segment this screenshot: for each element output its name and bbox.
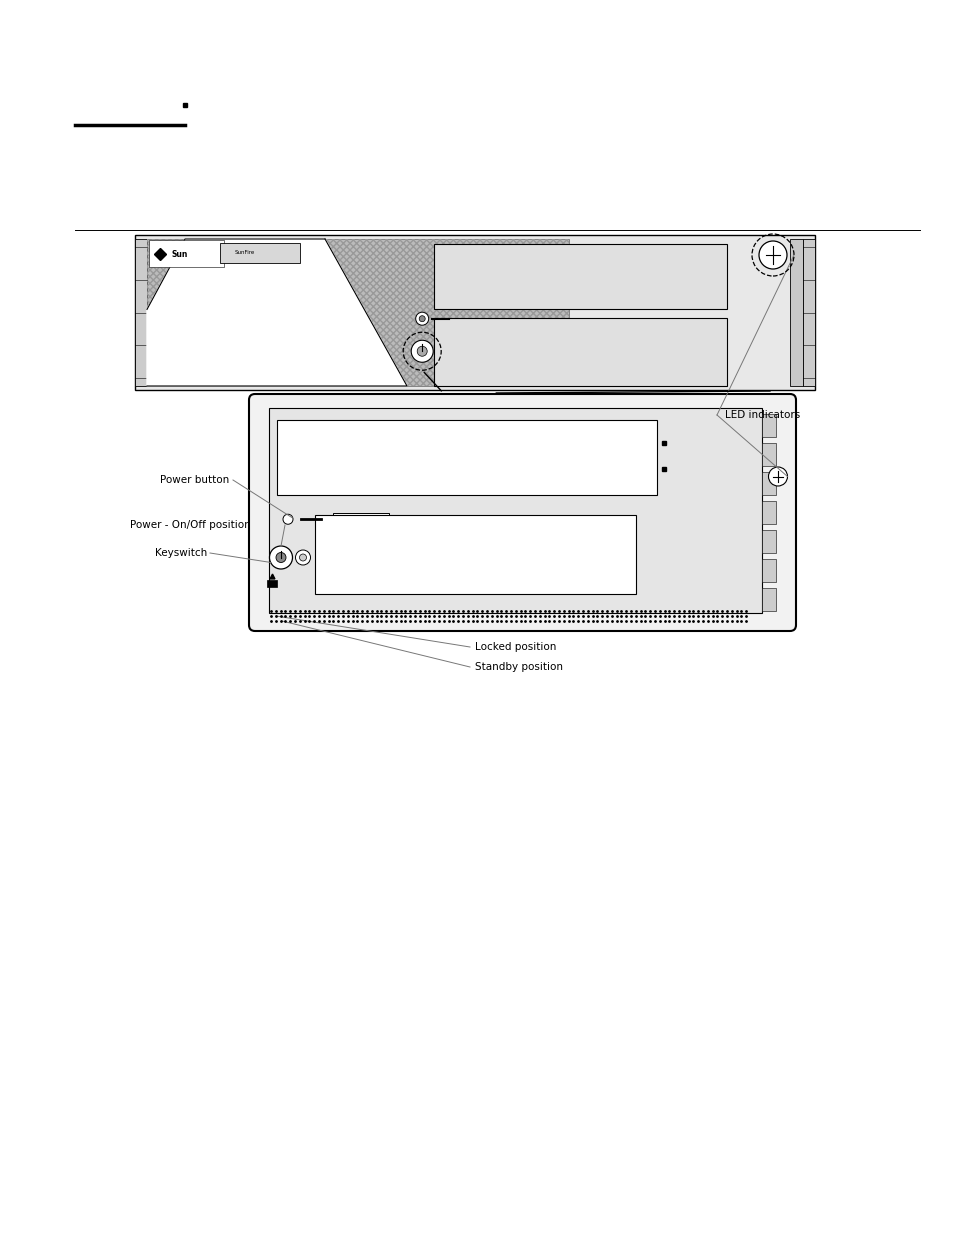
Bar — [761, 414, 775, 437]
Bar — [434, 317, 726, 387]
Text: LED indicators: LED indicators — [724, 410, 800, 420]
FancyBboxPatch shape — [269, 408, 761, 613]
Bar — [314, 515, 636, 594]
Bar — [761, 443, 775, 466]
Bar — [761, 559, 775, 582]
Circle shape — [411, 341, 433, 362]
Circle shape — [299, 555, 306, 561]
Bar — [267, 579, 276, 587]
Text: Sun: Sun — [171, 249, 187, 259]
Bar — [761, 501, 775, 524]
Circle shape — [768, 467, 786, 487]
Text: Locked position: Locked position — [475, 642, 556, 652]
Circle shape — [275, 552, 286, 562]
Circle shape — [416, 312, 428, 325]
Circle shape — [269, 546, 293, 569]
Circle shape — [283, 514, 293, 524]
Text: SunFire: SunFire — [234, 251, 255, 256]
Bar — [761, 530, 775, 553]
Bar — [220, 243, 299, 263]
Bar — [135, 235, 814, 390]
Bar — [333, 513, 389, 526]
Bar — [761, 472, 775, 495]
Bar — [434, 245, 726, 310]
Circle shape — [759, 241, 786, 269]
Text: Power button: Power button — [160, 475, 229, 485]
Circle shape — [418, 316, 425, 321]
Text: Keyswitch: Keyswitch — [154, 548, 207, 558]
Bar — [147, 240, 568, 387]
Bar — [761, 588, 775, 611]
Bar — [276, 420, 657, 494]
Bar — [147, 240, 568, 387]
Bar — [135, 240, 147, 387]
Text: Standby position: Standby position — [475, 662, 562, 672]
Bar — [789, 240, 802, 387]
Circle shape — [416, 346, 427, 356]
Circle shape — [295, 550, 310, 564]
Bar — [149, 240, 224, 267]
Polygon shape — [147, 240, 407, 387]
Bar — [802, 240, 814, 387]
Text: Power - On/Off position: Power - On/Off position — [130, 520, 251, 530]
FancyBboxPatch shape — [249, 394, 795, 631]
